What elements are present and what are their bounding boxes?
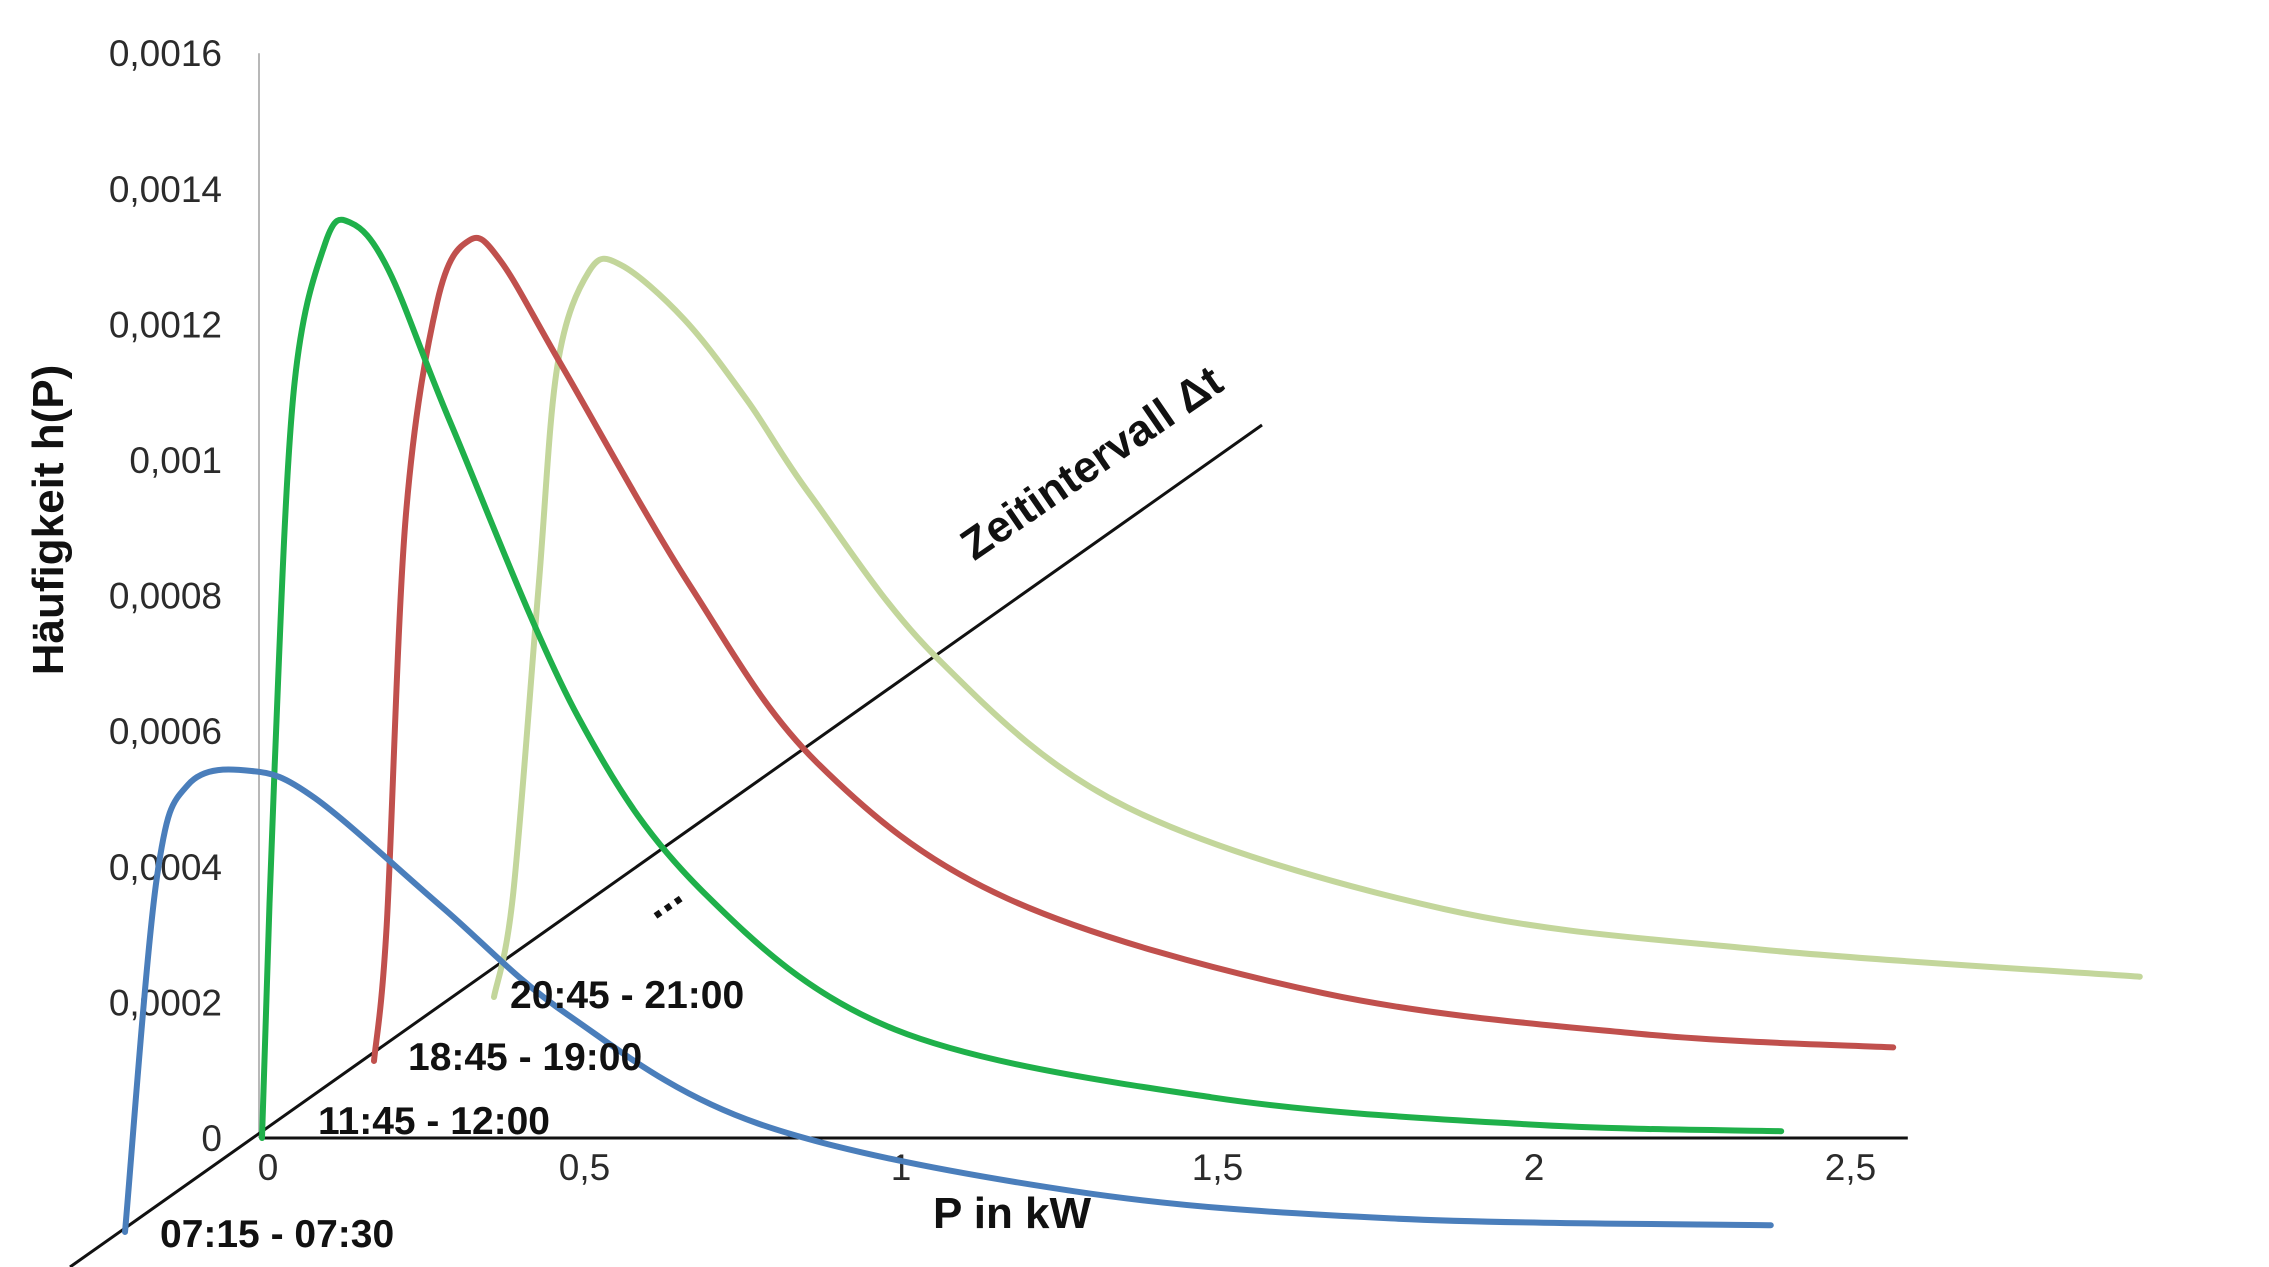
x-tick-label: 2 — [1524, 1147, 1545, 1188]
series-line — [491, 255, 2143, 1000]
y-tick-label: 0,0012 — [109, 304, 222, 345]
y-tick-label: 0 — [201, 1118, 222, 1159]
y-axis: 0 0,0002 0,0004 0,0006 0,0008 0,001 0,0012 0,00… — [109, 33, 260, 1159]
y-tick-label: 0,0016 — [109, 33, 222, 74]
y-tick-label: 0,0008 — [109, 576, 222, 617]
x-tick-label: 0,5 — [559, 1147, 610, 1188]
y-tick-label: 0,0002 — [109, 982, 222, 1023]
slice-label: 18:45 - 19:00 — [408, 1036, 642, 1079]
slice-label: 07:15 - 07:30 — [160, 1213, 394, 1256]
slice-label: 20:45 - 21:00 — [510, 974, 744, 1017]
ellipsis-marker: ... — [633, 867, 691, 928]
y-axis-title: Häufigkeit h(P) — [24, 365, 73, 675]
y-tick-label: 0,001 — [129, 440, 222, 481]
series-line — [371, 234, 1897, 1064]
slice-labels: 07:15 - 07:30 11:45 - 12:00 18:45 - 19:00 2… — [160, 974, 744, 1256]
slice-label: 11:45 - 12:00 — [318, 1100, 550, 1143]
x-tick-label: 0 — [258, 1147, 279, 1188]
x-tick-label: 1,5 — [1192, 1147, 1243, 1188]
y-tick-label: 0,0014 — [109, 169, 222, 210]
y-tick-label: 0,0004 — [109, 847, 222, 888]
x-tick-label: 2,5 — [1825, 1147, 1876, 1188]
x-axis-title: P in kW — [933, 1189, 1092, 1238]
depth-axis — [69, 423, 1263, 1267]
series-line — [259, 216, 1785, 1141]
x-axis: 0 0,5 1 1,5 2 2,5 — [258, 1136, 1908, 1188]
depth-axis-line — [69, 423, 1263, 1267]
x-tick-label: 1 — [891, 1147, 912, 1188]
series-line — [122, 766, 1774, 1235]
series-group — [122, 216, 2143, 1235]
depth-axis-title: Zeitintervall Δt — [952, 356, 1232, 570]
y-tick-label: 0,0006 — [109, 711, 222, 752]
